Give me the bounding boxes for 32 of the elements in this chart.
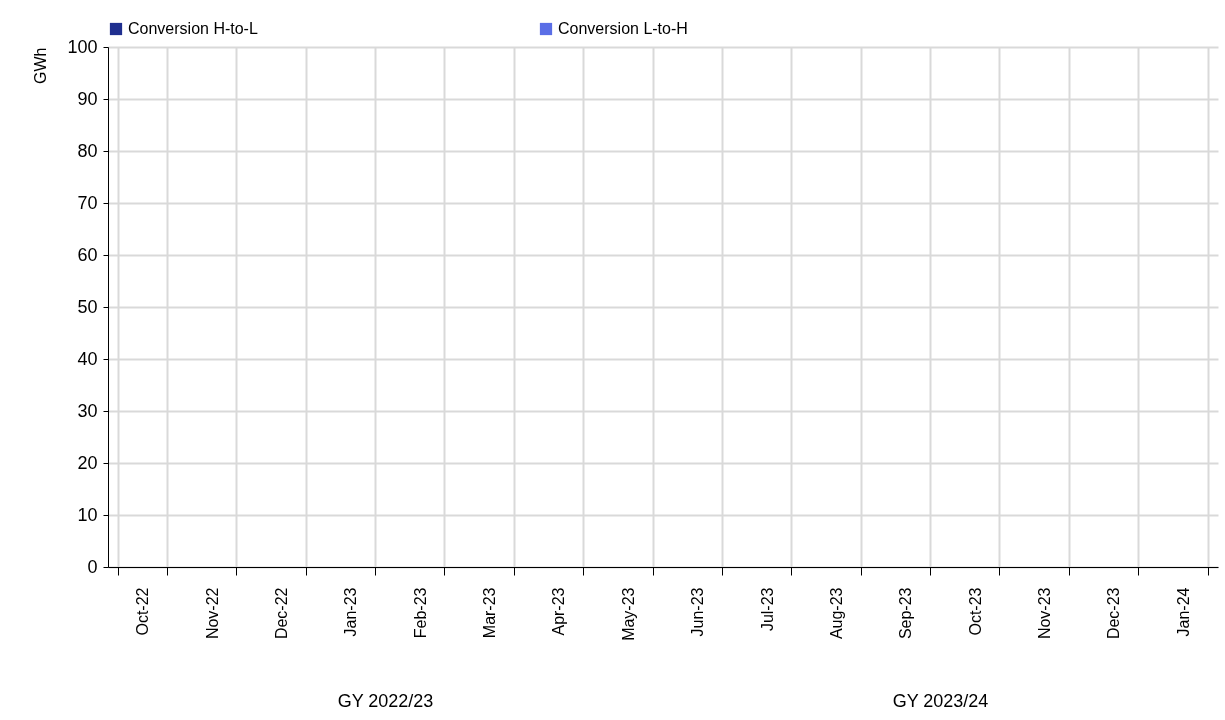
x-tick-label: Oct-22 bbox=[134, 587, 152, 636]
legend-label: Conversion H-to-L bbox=[128, 20, 258, 37]
y-tick-label: 0 bbox=[87, 556, 98, 577]
x-tick-label: Mar-23 bbox=[481, 587, 499, 639]
x-tick-label: Nov-23 bbox=[1036, 587, 1054, 640]
y-tick-label: 50 bbox=[77, 296, 98, 317]
y-tick-label: 30 bbox=[77, 400, 98, 421]
y-tick-label: 40 bbox=[77, 348, 98, 369]
x-tick-label: Aug-23 bbox=[827, 587, 845, 640]
x-tick-label: Jan-24 bbox=[1174, 587, 1192, 637]
y-tick-label: 80 bbox=[77, 140, 98, 161]
text: GY 2022/23 bbox=[337, 691, 434, 711]
x-tick-label: Jun-23 bbox=[689, 587, 707, 637]
y-tick-label: 90 bbox=[77, 88, 98, 109]
x-tick-label: Dec-22 bbox=[272, 587, 290, 640]
x-tick-label: Oct-23 bbox=[966, 587, 984, 636]
y-tick-label: 60 bbox=[77, 244, 98, 265]
y-axis-title: GWh bbox=[31, 47, 49, 84]
x-tick-label: Sep-23 bbox=[897, 587, 915, 640]
y-tick-label: 100 bbox=[67, 36, 98, 57]
x-tick-label: Nov-22 bbox=[203, 587, 221, 640]
x-tick-label: Jan-23 bbox=[342, 587, 360, 637]
y-tick-label: 20 bbox=[77, 452, 98, 473]
text: GY 2023/24 bbox=[892, 691, 989, 711]
x-tick-label: Dec-23 bbox=[1105, 587, 1123, 640]
x-tick-label: Feb-23 bbox=[411, 587, 429, 639]
y-tick-label: 70 bbox=[77, 192, 98, 213]
legend-label: Conversion L-to-H bbox=[558, 20, 688, 37]
y-tick-label: 10 bbox=[77, 504, 98, 525]
x-tick-label: May-23 bbox=[619, 587, 637, 641]
x-tick-label: Apr-23 bbox=[550, 587, 568, 636]
x-tick-label: Jul-23 bbox=[758, 587, 776, 632]
